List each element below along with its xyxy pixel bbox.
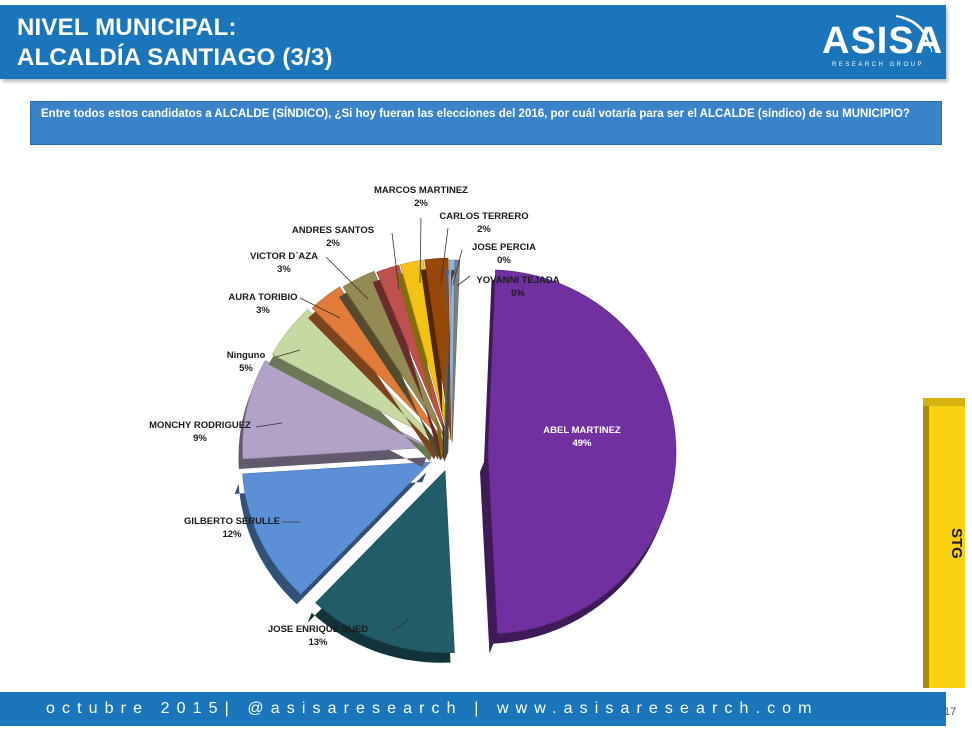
side-tab: STG xyxy=(923,398,966,690)
pie-slice-face-1 xyxy=(315,470,455,654)
asisa-logo: ASISA RESEARCH GROUP xyxy=(818,14,942,70)
side-tab-label: STG xyxy=(948,528,965,559)
slice-pct-3: 9% xyxy=(193,433,207,444)
pie-slice-8 xyxy=(396,259,450,461)
pie-slice-3 xyxy=(238,360,432,469)
leader-line-4 xyxy=(275,349,301,358)
leader-line-5 xyxy=(299,297,341,319)
slice-pct-8: 2% xyxy=(414,198,428,209)
pie-slice-0 xyxy=(479,269,677,654)
pie-slice-face-4 xyxy=(271,309,438,442)
slice-label-1: JOSE ENRIQUE SUED xyxy=(268,624,368,635)
pie-slice-1 xyxy=(307,470,455,663)
slice-pct-0: 49% xyxy=(572,438,592,449)
pie-slice-face-3 xyxy=(242,360,432,460)
slice-label-5: AURA TORIBIO xyxy=(228,292,297,303)
slice-pct-7: 2% xyxy=(326,238,340,249)
footer-bar: octubre 2015| @asisaresearch | www.asisa… xyxy=(0,692,946,726)
leader-line-10 xyxy=(452,249,463,286)
slice-pct-10: 0% xyxy=(497,255,511,266)
page-title-line-1: NIVEL MUNICIPAL: xyxy=(17,14,237,41)
leader-line-6 xyxy=(325,256,369,300)
pie-slice-side-11 xyxy=(444,270,456,463)
pie-slice-face-0 xyxy=(487,269,677,634)
pie-slice-face-6 xyxy=(342,270,446,440)
pie-slice-7 xyxy=(372,264,449,461)
leader-line-9 xyxy=(440,227,449,284)
pie-slice-face-8 xyxy=(399,259,450,441)
slice-pct-6: 3% xyxy=(277,264,291,275)
pie-slice-side-7 xyxy=(372,274,445,461)
pie-slice-6 xyxy=(339,270,446,460)
leader-line-3 xyxy=(255,422,283,428)
slice-pct-2: 12% xyxy=(222,529,242,540)
header-band xyxy=(0,5,946,79)
pie-slice-side-10 xyxy=(443,270,451,462)
pie-slice-side-8 xyxy=(396,270,446,461)
leader-line-7 xyxy=(391,232,400,291)
slice-label-2: GILBERTO SERULLE xyxy=(184,516,280,527)
page-number: 17 xyxy=(944,706,957,718)
pie-slice-face-7 xyxy=(376,264,449,441)
pie-slice-9 xyxy=(420,257,452,461)
slice-label-3: MONCHY RODRIGUEZ xyxy=(149,420,251,431)
header: NIVEL MUNICIPAL: ALCALDÍA SANTIAGO (3/3)… xyxy=(0,0,972,82)
pie-slice-face-9 xyxy=(424,257,452,441)
pie-slice-side-6 xyxy=(339,281,442,460)
slice-pct-1: 13% xyxy=(308,637,328,648)
leader-line-11 xyxy=(456,275,471,287)
logo-subtext: RESEARCH GROUP xyxy=(832,62,925,68)
pie-slice-side-5 xyxy=(308,296,439,460)
slice-pct-11: 0% xyxy=(511,288,525,299)
slice-label-10: JOSE PERCIA xyxy=(472,242,536,253)
slice-pct-9: 2% xyxy=(477,224,491,235)
leader-line-8 xyxy=(419,217,422,284)
logo-wave-icon xyxy=(895,15,933,53)
survey-question: Entre todos estos candidatos a ALCALDE (… xyxy=(30,101,942,145)
slice-label-9: CARLOS TERRERO xyxy=(439,211,528,222)
logo-text: ASISA xyxy=(822,20,944,62)
slice-label-4: Ninguno xyxy=(227,350,266,361)
slice-label-0: ABEL MARTINEZ xyxy=(543,425,621,436)
footer-text: octubre 2015| @asisaresearch | www.asisa… xyxy=(46,700,819,717)
pie-slice-face-2 xyxy=(242,461,432,595)
slice-label-8: MARCOS MARTINEZ xyxy=(374,185,468,196)
leader-line-1 xyxy=(392,619,409,632)
slice-label-6: VICTOR D´AZA xyxy=(250,251,318,262)
pie-slice-2 xyxy=(234,461,432,605)
slice-pct-5: 3% xyxy=(256,305,270,316)
pie-slice-4 xyxy=(268,309,438,462)
slice-label-7: ANDRES SANTOS xyxy=(292,225,374,236)
slice-pct-4: 5% xyxy=(239,363,253,374)
page-title-line-2: ALCALDÍA SANTIAGO (3/3) xyxy=(17,44,333,71)
slice-label-11: YOVANNI TEJADA xyxy=(476,275,559,286)
